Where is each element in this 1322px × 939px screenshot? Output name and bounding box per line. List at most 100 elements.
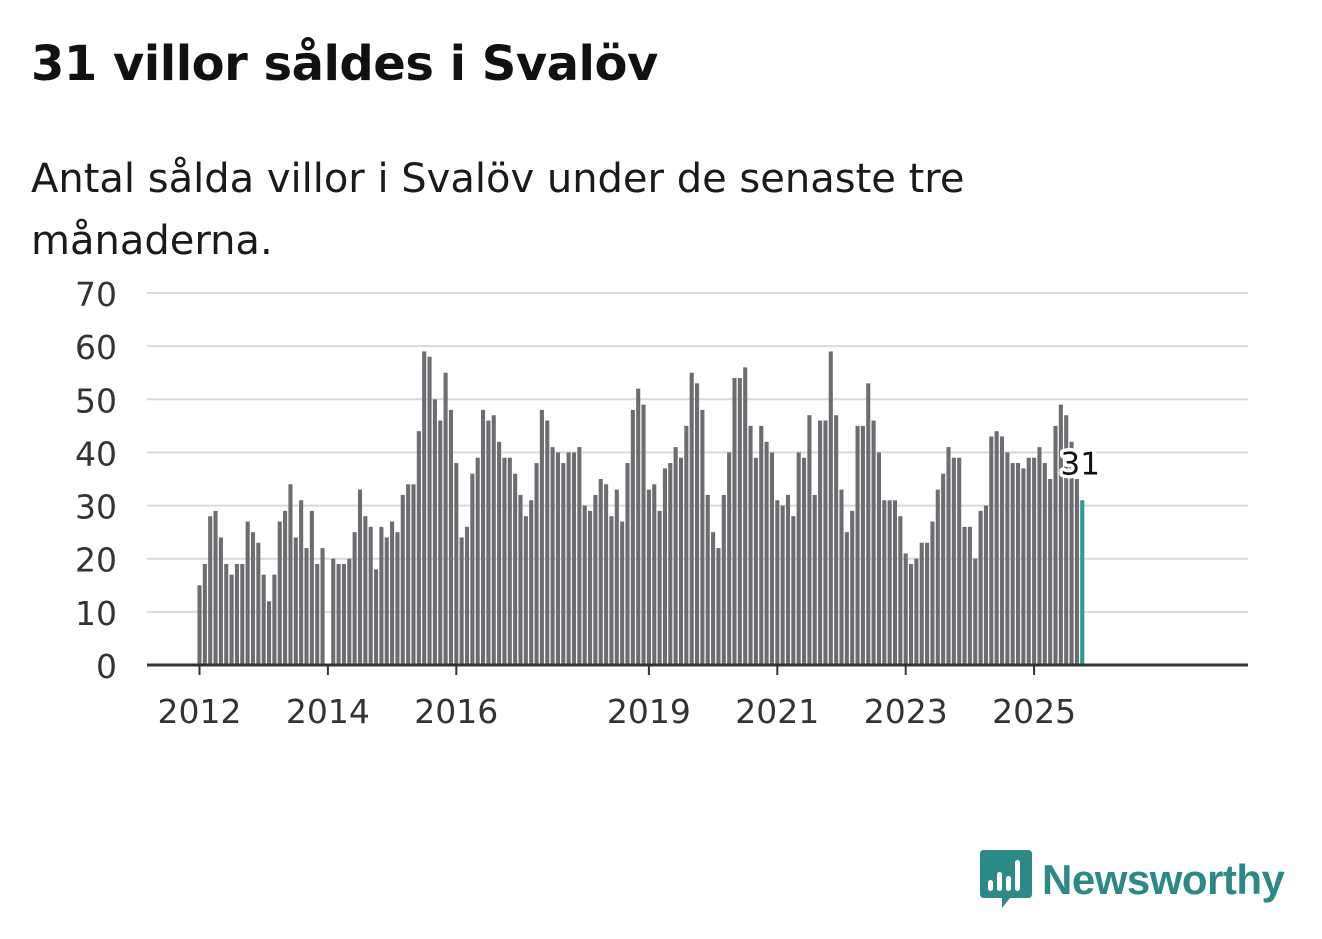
bar	[705, 494, 710, 665]
x-tick-label: 2016	[414, 692, 498, 731]
bar	[668, 463, 673, 665]
bar	[224, 564, 229, 665]
bar	[989, 436, 994, 665]
bar	[422, 351, 427, 665]
bar	[513, 473, 518, 665]
bar	[582, 505, 587, 665]
chat-bar-chart-icon	[980, 850, 1032, 908]
bar	[218, 537, 223, 665]
bar	[684, 425, 689, 665]
bar	[866, 383, 871, 665]
bar	[202, 564, 207, 665]
bar	[925, 542, 930, 665]
y-tick-label: 10	[75, 594, 117, 633]
bar	[999, 436, 1005, 665]
bar	[882, 500, 887, 665]
bar	[267, 601, 272, 665]
bar	[598, 479, 603, 665]
bar	[695, 383, 700, 665]
bar	[197, 585, 202, 665]
bar	[909, 564, 914, 665]
bar	[775, 500, 780, 665]
bar	[641, 404, 646, 665]
bar	[309, 510, 314, 665]
bar	[700, 409, 705, 665]
bar	[887, 500, 892, 665]
chart-title: 31 villor såldes i Svalöv	[31, 36, 658, 92]
bar	[411, 484, 416, 665]
bar-highlight	[1080, 500, 1085, 665]
bar	[395, 532, 400, 665]
bar	[620, 521, 625, 665]
x-tick-label: 2014	[286, 692, 370, 731]
bar	[1042, 463, 1047, 665]
bar	[935, 489, 940, 665]
bar	[481, 409, 486, 665]
bar	[213, 510, 218, 665]
bar	[545, 420, 550, 665]
y-tick-label: 0	[96, 647, 117, 686]
bar	[802, 457, 807, 665]
bar	[941, 473, 946, 665]
bar	[828, 351, 833, 665]
y-tick-label: 50	[75, 381, 117, 420]
x-tick-label: 2025	[992, 692, 1076, 731]
bar	[272, 574, 277, 665]
bar	[454, 463, 459, 665]
bar	[903, 553, 908, 665]
bars	[197, 351, 1085, 665]
y-axis-ticks: 0 10 20 30 40 50 60 70	[75, 275, 117, 686]
bar	[416, 431, 421, 665]
bar	[331, 558, 336, 665]
bar	[604, 484, 609, 665]
bar	[1058, 404, 1063, 665]
bar	[1026, 457, 1031, 665]
bar	[229, 574, 234, 665]
bar	[646, 489, 651, 665]
bar	[1032, 457, 1037, 665]
bar	[406, 484, 411, 665]
bar	[534, 463, 539, 665]
bar	[539, 409, 544, 665]
bar	[946, 447, 951, 665]
bar	[967, 526, 972, 665]
bar	[834, 415, 839, 665]
bar	[614, 489, 619, 665]
bar	[588, 510, 593, 665]
bar	[315, 564, 320, 665]
x-tick-label: 2021	[735, 692, 819, 731]
bar	[368, 526, 373, 665]
bar	[914, 558, 919, 665]
y-tick-label: 60	[75, 328, 117, 367]
bar	[855, 425, 860, 665]
bar	[438, 420, 443, 665]
bar	[962, 526, 967, 665]
bar	[374, 569, 379, 665]
bar	[652, 484, 657, 665]
bar	[807, 415, 812, 665]
bar	[732, 378, 737, 665]
bar	[1005, 452, 1010, 665]
bar	[818, 420, 823, 665]
bar	[400, 494, 405, 665]
bar	[571, 452, 577, 665]
bar	[609, 516, 614, 665]
bar	[443, 372, 448, 665]
bar	[796, 452, 801, 665]
bar	[625, 463, 630, 665]
bar	[769, 452, 774, 665]
bar	[791, 516, 796, 665]
bar	[245, 521, 250, 665]
bar	[497, 441, 502, 665]
brand-name: Newsworthy	[1042, 856, 1285, 903]
bar	[427, 356, 432, 665]
bar	[561, 463, 566, 665]
bar	[363, 516, 368, 665]
bar	[379, 526, 384, 665]
bar	[491, 415, 496, 665]
bar	[753, 457, 758, 665]
y-tick-label: 30	[75, 488, 117, 527]
y-tick-label: 20	[75, 541, 117, 580]
bar	[277, 521, 282, 665]
bar	[240, 564, 245, 665]
